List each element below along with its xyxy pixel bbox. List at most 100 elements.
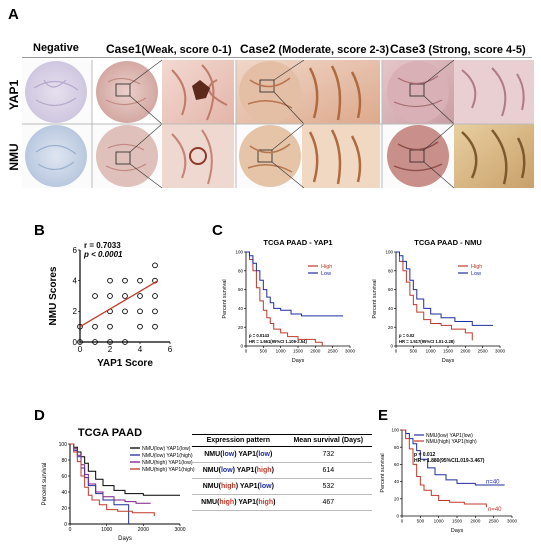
y-tick-label: 0: [240, 344, 243, 349]
pattern-text: ) YAP1(: [234, 499, 259, 506]
pattern-text: ): [271, 483, 274, 490]
y-axis-label: Percent survival: [42, 463, 48, 506]
legend-label: NMU(high) YAP1(low): [142, 460, 193, 466]
y-tick-label: 100: [385, 250, 393, 255]
panel-label-a: A: [8, 6, 19, 23]
data-point: [137, 308, 143, 315]
data-point: [107, 339, 113, 345]
case3-desc: (Strong, score 4-5): [425, 44, 526, 56]
data-point: [137, 293, 143, 299]
panel-label-d: D: [34, 407, 45, 424]
data-point: [77, 339, 83, 345]
legend-label: NMU(low) YAP1(low): [426, 433, 473, 439]
pattern-text: ): [270, 451, 273, 458]
legend-label: NMU(low) YAP1(low): [142, 446, 191, 452]
x-tick-label: 0: [78, 345, 83, 354]
panel-label-c: C: [212, 222, 223, 239]
y-tick-label: 100: [391, 428, 399, 433]
n-high-label: n=40: [488, 507, 502, 513]
x-tick-label: 2000: [138, 527, 149, 533]
x-axis-label: Days: [451, 528, 464, 534]
y-tick-label: 40: [388, 306, 394, 311]
y-tick-label: 40: [61, 490, 67, 496]
pattern-text: low: [222, 451, 235, 458]
pattern-text: NMU(: [204, 451, 223, 458]
y-tick-label: 4: [73, 276, 78, 285]
y-tick-label: 100: [59, 442, 68, 448]
header-case2: Case2 (Moderate, score 2-3): [240, 42, 389, 56]
pattern-text: high: [256, 467, 272, 474]
n-low-label: n=40: [486, 479, 500, 485]
km-combined-extremes: 0 500 1000 1500 2000 2500 3000 0 20 40 60 80 100 NMU(…: [380, 428, 518, 534]
legend-label: High: [321, 264, 332, 270]
pattern-text: ) YAP1(: [235, 483, 260, 490]
x-tick-label: 500: [260, 349, 268, 354]
x-tick-label: 0: [69, 527, 72, 533]
ihc-image-grid: [22, 59, 534, 189]
mean-survival-value: 732: [284, 446, 372, 463]
table-row: NMU(high) YAP1(low) 532: [192, 478, 372, 495]
y-tick-label: 80: [61, 458, 67, 464]
stat-annotation: p = 0.02: [399, 333, 415, 338]
x-tick-label: 4: [138, 345, 143, 354]
data-point: [152, 262, 158, 269]
header-case3: Case3 (Strong, score 4-5): [390, 42, 526, 56]
y-axis-label: Percent survival: [372, 279, 378, 318]
y-tick-label: 60: [388, 287, 394, 292]
legend-label: Low: [471, 271, 481, 277]
stat-annotation: p = 0.0143: [249, 333, 270, 338]
core-case1-yap1: [96, 61, 158, 123]
header-negative: Negative: [33, 42, 79, 54]
pattern-text: low: [258, 451, 270, 458]
km-curve: [70, 443, 151, 504]
pattern-text: NMU(: [202, 467, 221, 474]
pattern-text: low: [259, 483, 272, 490]
y-axis-label: Percent survival: [222, 279, 228, 318]
core-negative-nmu: [25, 125, 87, 187]
x-tick-label: 2500: [328, 349, 339, 354]
regression-line: [79, 280, 159, 328]
x-axis-label: YAP1 Score: [97, 358, 153, 369]
y-tick-label: 60: [238, 287, 244, 292]
table-row: NMU(low) YAP1(high) 614: [192, 462, 372, 479]
data-point: [152, 293, 158, 299]
x-tick-label: 2500: [489, 519, 500, 524]
data-point: [92, 339, 98, 345]
x-tick-label: 1500: [293, 349, 304, 354]
y-tick-label: 20: [394, 496, 400, 501]
x-tick-label: 3000: [495, 349, 506, 354]
data-point: [152, 308, 158, 315]
x-tick-label: 3000: [174, 527, 185, 533]
pattern-text: NMU(: [201, 499, 220, 506]
km-tcga-combined: 0 1000 2000 3000 0 20 40 60 80 100 TCGA PAAD NMU(lo…: [42, 427, 195, 542]
core-case1-nmu: [96, 125, 158, 187]
mean-survival-value: 467: [284, 494, 372, 511]
y-tick-label: 80: [388, 268, 394, 273]
x-tick-label: 3000: [345, 349, 356, 354]
data-point: [122, 339, 128, 345]
pattern-text: low: [220, 467, 233, 474]
data-point: [122, 293, 128, 299]
y-tick-label: 20: [238, 325, 244, 330]
case1-desc: (Weak, score 0-1): [141, 44, 232, 56]
data-point: [137, 277, 143, 284]
x-axis-label: Days: [118, 536, 132, 542]
pattern-text: ) YAP1(: [234, 451, 259, 458]
y-tick-label: 60: [394, 462, 400, 467]
y-axis-label: Percent survival: [380, 453, 386, 492]
data-point: [77, 323, 83, 330]
pattern-text: high: [219, 499, 235, 506]
chart-title: TCGA PAAD - YAP1: [263, 238, 332, 247]
table-row: NMU(low) YAP1(low) 732: [192, 446, 372, 463]
x-tick-label: 1000: [276, 349, 287, 354]
pattern-text: NMU(: [202, 483, 221, 490]
case1-name: Case1: [106, 42, 142, 56]
km-curve: [70, 443, 155, 516]
data-point: [152, 323, 158, 330]
x-tick-label: 1000: [101, 527, 112, 533]
pattern-text: ): [271, 467, 274, 474]
y-tick-label: 0: [396, 514, 399, 519]
core-case2-nmu: [239, 125, 301, 187]
correlation-p: p < 0.0001: [83, 250, 123, 259]
